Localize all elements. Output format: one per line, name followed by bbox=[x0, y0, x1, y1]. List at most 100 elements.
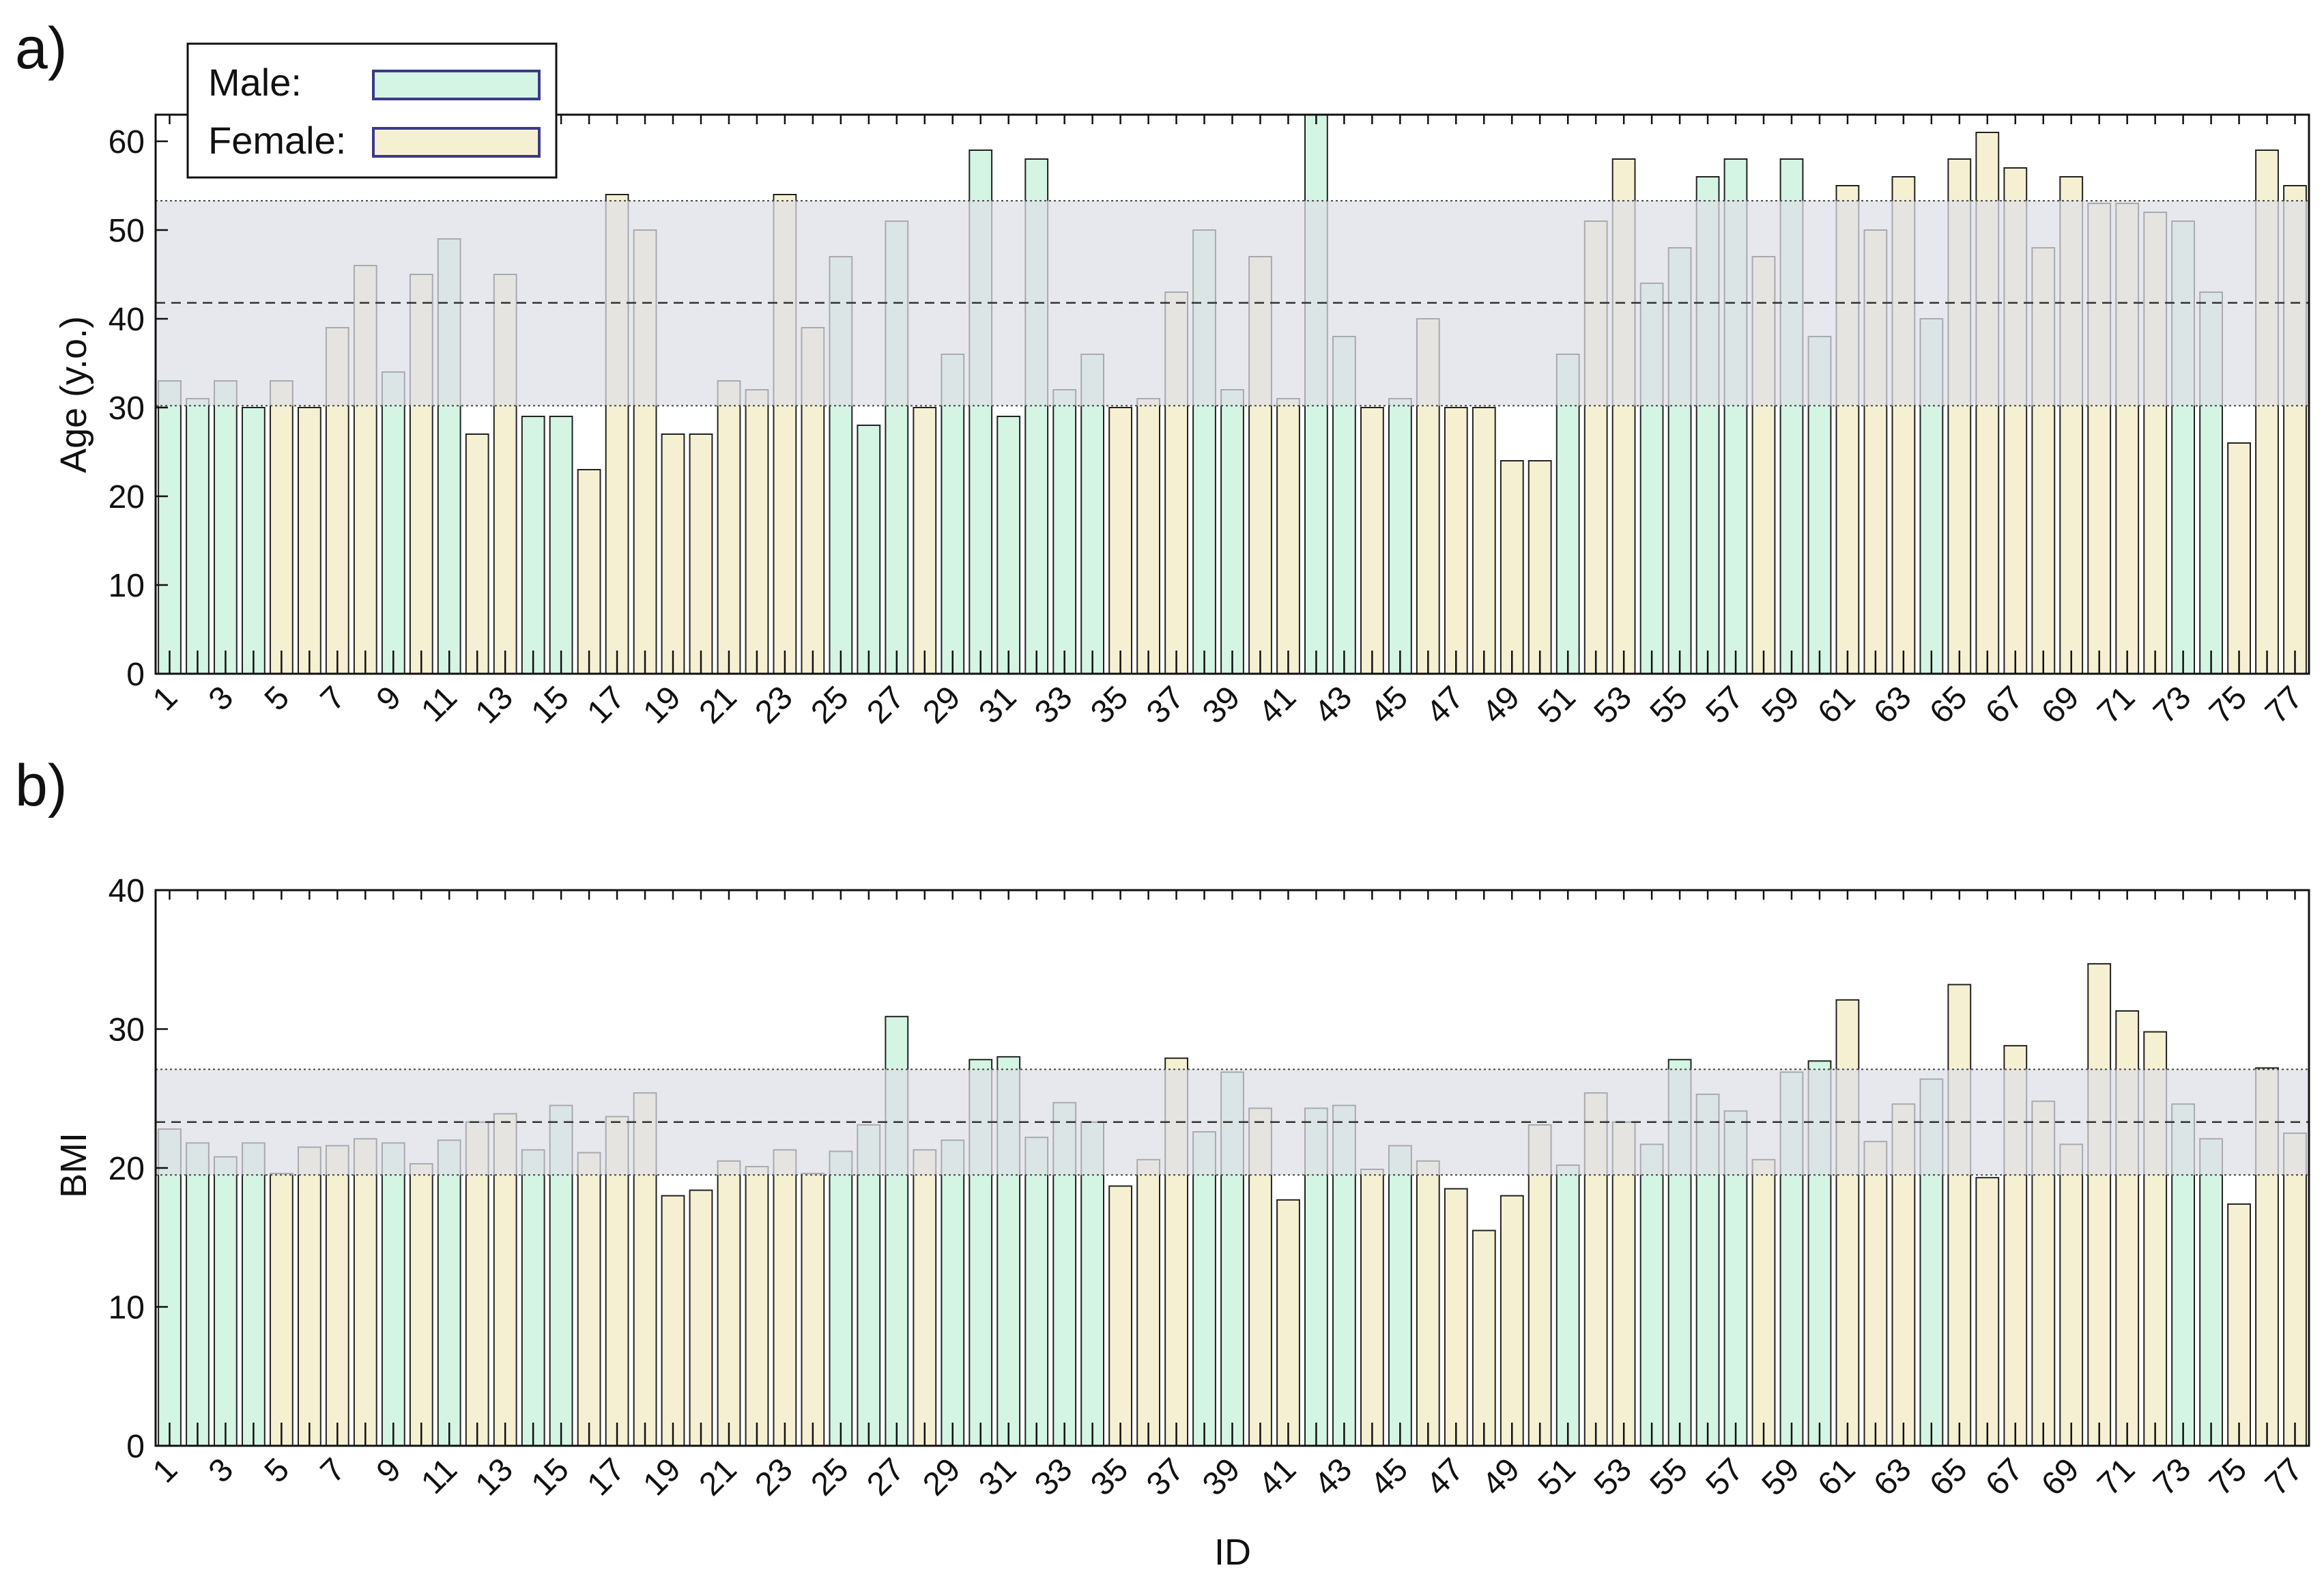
x-tick-label: 17 bbox=[581, 679, 632, 730]
bar-id-11 bbox=[437, 1139, 461, 1447]
bar-id-58 bbox=[1751, 1158, 1776, 1447]
bar-id-45 bbox=[1388, 1145, 1412, 1447]
x-tick-label: 29 bbox=[916, 1451, 967, 1502]
x-tick-label: 15 bbox=[525, 1451, 576, 1502]
x-tick-label: 47 bbox=[1420, 679, 1471, 730]
x-tick-label: 7 bbox=[314, 679, 352, 717]
x-tick-label: 53 bbox=[1588, 1451, 1639, 1502]
x-tick-label: 39 bbox=[1196, 679, 1247, 730]
bar-id-75 bbox=[2227, 1203, 2251, 1447]
x-tick-label: 77 bbox=[2258, 1451, 2310, 1502]
x-tick-label: 61 bbox=[1811, 679, 1862, 730]
x-tick-label: 59 bbox=[1755, 679, 1807, 730]
bar-id-20 bbox=[689, 1189, 713, 1446]
y-tick-label: 40 bbox=[109, 873, 145, 909]
x-tick-label: 73 bbox=[2147, 1451, 2198, 1502]
bar-id-25 bbox=[829, 1150, 853, 1446]
x-tick-label: 45 bbox=[1364, 679, 1415, 730]
bar-id-39 bbox=[1220, 389, 1244, 674]
x-tick-label: 31 bbox=[972, 1451, 1023, 1502]
bar-id-16 bbox=[577, 1152, 601, 1446]
bar-id-29 bbox=[941, 1139, 965, 1447]
x-tick-label: 75 bbox=[2203, 1451, 2254, 1502]
bar-id-50 bbox=[1527, 460, 1552, 674]
panel-b-xlabel: ID bbox=[1214, 1532, 1251, 1573]
bar-id-51 bbox=[1555, 354, 1580, 674]
x-tick-label: 31 bbox=[972, 679, 1023, 730]
bar-id-6 bbox=[298, 407, 321, 674]
bar-id-49 bbox=[1500, 460, 1524, 674]
bar-id-28 bbox=[913, 1149, 937, 1446]
y-tick-label: 10 bbox=[109, 1290, 145, 1326]
y-tick-label: 40 bbox=[109, 302, 145, 338]
x-tick-label: 49 bbox=[1476, 679, 1527, 730]
bar-id-46 bbox=[1416, 1160, 1440, 1447]
bar-id-22 bbox=[745, 389, 769, 674]
x-tick-label: 63 bbox=[1867, 679, 1918, 730]
bar-id-70 bbox=[2087, 962, 2112, 1446]
x-tick-label: 41 bbox=[1252, 679, 1303, 730]
x-tick-label: 51 bbox=[1532, 679, 1583, 730]
x-tick-label: 67 bbox=[1979, 679, 2030, 730]
bar-id-48 bbox=[1472, 1229, 1496, 1446]
panel-a-ylabel: Age (y.o.) bbox=[53, 316, 94, 473]
bar-id-2 bbox=[186, 1142, 210, 1447]
x-tick-label: 37 bbox=[1140, 1451, 1191, 1502]
x-tick-label: 3 bbox=[202, 1451, 240, 1489]
bar-id-2 bbox=[186, 398, 210, 674]
bar-id-9 bbox=[381, 1142, 405, 1447]
bar-id-61 bbox=[1835, 999, 1860, 1447]
x-tick-label: 29 bbox=[916, 679, 967, 730]
bar-id-77 bbox=[2283, 1132, 2307, 1446]
x-tick-label: 71 bbox=[2091, 679, 2142, 730]
x-tick-label: 25 bbox=[804, 679, 855, 730]
x-tick-label: 37 bbox=[1140, 679, 1191, 730]
y-tick-label: 0 bbox=[126, 1429, 145, 1465]
x-tick-label: 69 bbox=[2035, 1451, 2086, 1502]
x-tick-label: 55 bbox=[1644, 1451, 1695, 1502]
bar-id-16 bbox=[577, 469, 601, 674]
bar-id-36 bbox=[1136, 1158, 1160, 1447]
bar-id-3 bbox=[214, 1156, 238, 1446]
x-tick-label: 39 bbox=[1196, 1451, 1247, 1502]
x-tick-label: 65 bbox=[1923, 679, 1974, 730]
x-tick-label: 27 bbox=[860, 679, 911, 730]
y-tick-label: 20 bbox=[109, 479, 145, 515]
bar-id-66 bbox=[1975, 1177, 2000, 1446]
y-tick-label: 30 bbox=[109, 1012, 145, 1049]
y-tick-label: 60 bbox=[109, 124, 145, 160]
y-tick-label: 0 bbox=[126, 657, 145, 693]
bar-id-21 bbox=[717, 380, 741, 674]
legend-male-swatch bbox=[372, 70, 541, 100]
x-tick-label: 57 bbox=[1699, 1451, 1751, 1502]
x-tick-label: 55 bbox=[1644, 679, 1695, 730]
bar-id-47 bbox=[1444, 1188, 1468, 1446]
legend-female-swatch bbox=[372, 127, 541, 158]
bar-id-1 bbox=[158, 380, 182, 674]
x-tick-label: 41 bbox=[1252, 1451, 1303, 1502]
x-tick-label: 33 bbox=[1028, 679, 1079, 730]
bar-id-44 bbox=[1360, 1169, 1384, 1446]
bar-id-24 bbox=[801, 1173, 825, 1446]
panel-b-label: b) bbox=[15, 753, 67, 818]
x-tick-label: 11 bbox=[414, 1451, 464, 1501]
x-tick-label: 25 bbox=[804, 1451, 855, 1502]
panel-a-bars bbox=[156, 114, 2309, 674]
y-tick-label: 10 bbox=[109, 568, 145, 604]
x-tick-label: 65 bbox=[1923, 1451, 1974, 1502]
bar-id-8 bbox=[353, 1138, 377, 1447]
bar-id-10 bbox=[409, 1163, 433, 1447]
bar-id-69 bbox=[2059, 1143, 2084, 1447]
bar-id-19 bbox=[661, 1195, 685, 1446]
bar-id-49 bbox=[1500, 1195, 1524, 1446]
bar-id-14 bbox=[521, 1149, 545, 1446]
x-tick-label: 19 bbox=[637, 1451, 688, 1502]
bar-id-65 bbox=[1947, 984, 1972, 1446]
x-tick-label: 13 bbox=[469, 679, 520, 730]
bar-id-44 bbox=[1360, 407, 1384, 674]
bar-id-35 bbox=[1108, 407, 1132, 674]
x-tick-label: 43 bbox=[1308, 679, 1359, 730]
panel-b-bars bbox=[156, 962, 2309, 1447]
x-tick-label: 35 bbox=[1084, 679, 1135, 730]
